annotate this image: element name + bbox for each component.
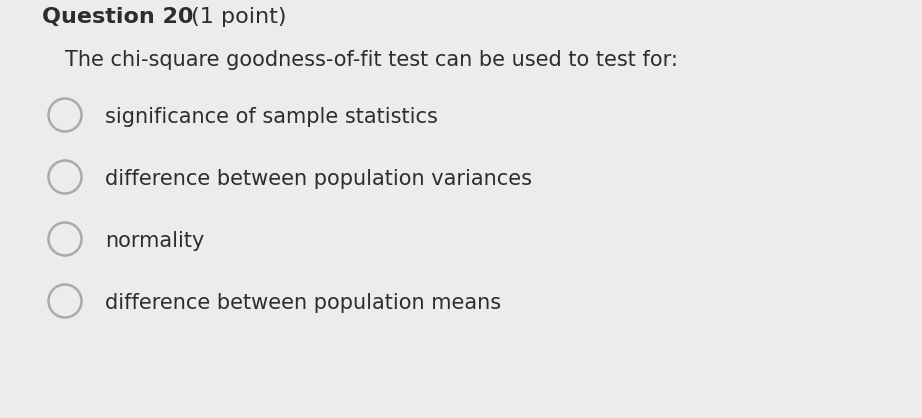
Text: significance of sample statistics: significance of sample statistics	[105, 107, 438, 127]
Text: normality: normality	[105, 231, 205, 251]
Text: difference between population means: difference between population means	[105, 293, 502, 313]
Text: The chi-square goodness-of-fit test can be used to test for:: The chi-square goodness-of-fit test can …	[65, 50, 678, 70]
Text: (1 point): (1 point)	[184, 7, 287, 27]
Text: difference between population variances: difference between population variances	[105, 169, 532, 189]
Text: Question 20: Question 20	[42, 7, 194, 27]
